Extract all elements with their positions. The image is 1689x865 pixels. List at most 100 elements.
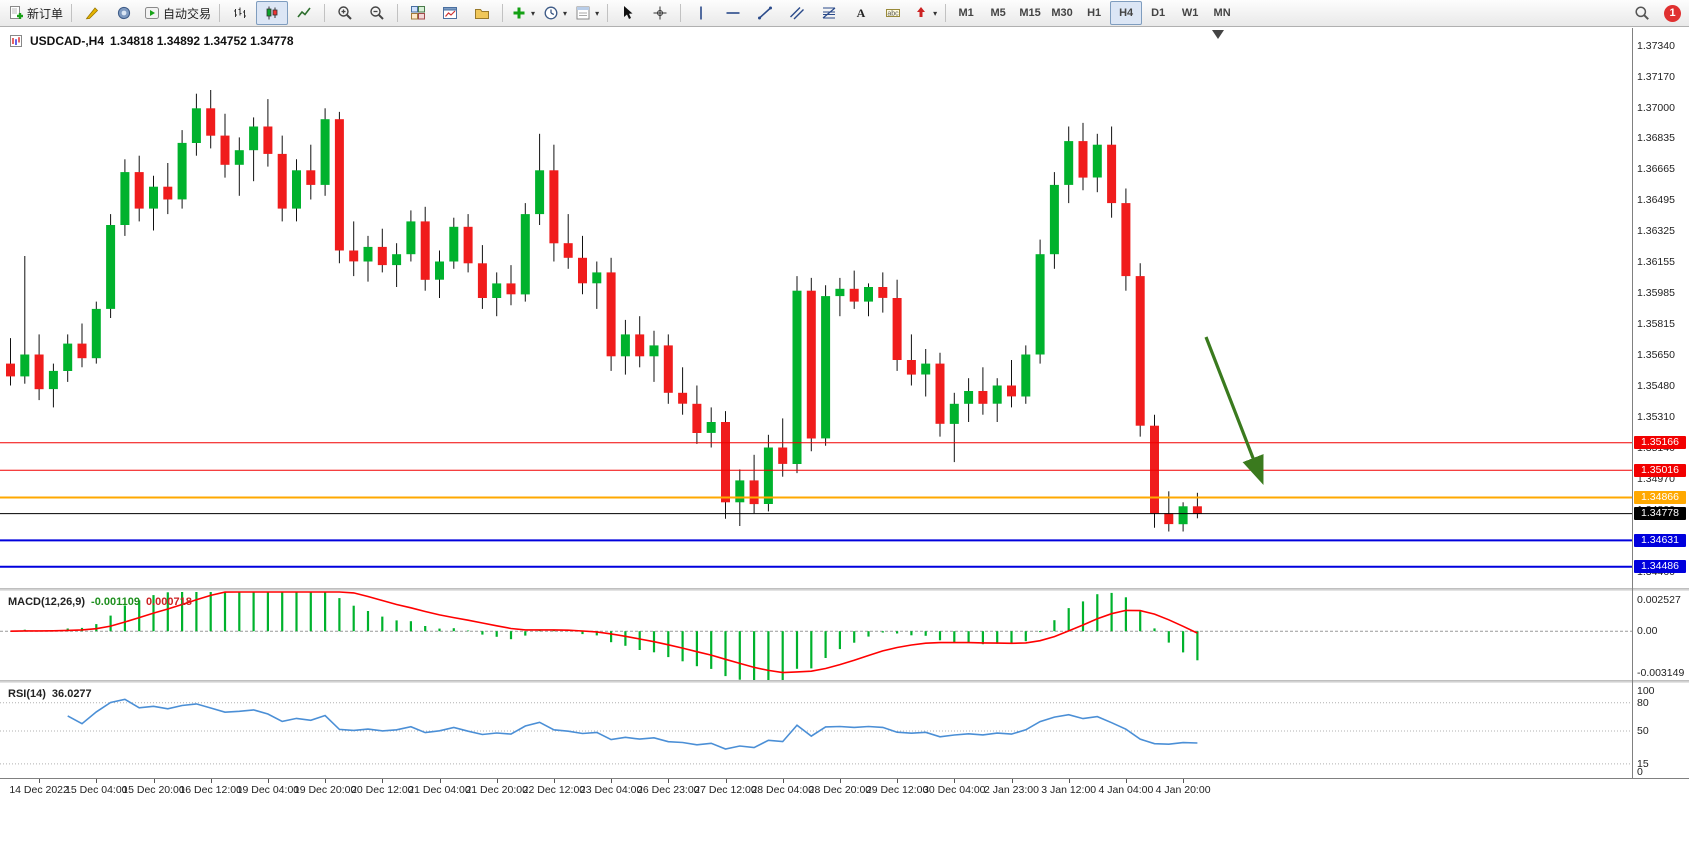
rsi-label: RSI(14) 36.0277 (8, 688, 92, 700)
chart-candles-icon (264, 5, 280, 21)
rsi-axis-label: 15 (1637, 757, 1649, 770)
chart-title: USDCAD-,H4 1.34818 1.34892 1.34752 1.347… (8, 33, 294, 49)
timeframe-W1-label: W1 (1181, 7, 1199, 19)
timeframe-H4-label: H4 (1119, 7, 1134, 19)
time-axis[interactable]: 14 Dec 2022 15 Dec 04:00 15 Dec 20:00 16 De… (0, 778, 1689, 802)
timeframe-M30-button[interactable]: M30 (1046, 1, 1078, 25)
price-badge-1.34486: 1.34486 (1634, 560, 1686, 574)
zoom-out-button[interactable] (361, 1, 393, 25)
timeframe-H1-button[interactable]: H1 (1078, 1, 1110, 25)
macd-name: MACD(12,26,9) (8, 596, 86, 608)
tile-windows-button[interactable] (402, 1, 434, 25)
new-order-label: 新订单 (27, 6, 64, 21)
chart-bars-button[interactable] (224, 1, 256, 25)
ohlc-values: 1.34818 1.34892 1.34752 1.34778 (110, 34, 294, 48)
crosshair-icon (652, 5, 668, 21)
time-axis-label: 4 Jan 04:00 (1098, 784, 1154, 796)
crosshair-button[interactable] (644, 1, 676, 25)
new-chart-button[interactable] (434, 1, 466, 25)
timeframe-H4-button[interactable]: H4 (1110, 1, 1143, 25)
new-order-button[interactable]: 新订单 (4, 1, 67, 25)
macd-axis-label: -0.003149 (1637, 667, 1685, 679)
timeframe-D1-label: D1 (1151, 7, 1166, 19)
search-icon (1634, 5, 1650, 21)
price-axis-label: 1.36325 (1637, 225, 1675, 238)
chart-bars-icon (232, 5, 248, 21)
periods-button[interactable]: ▾ (539, 1, 571, 25)
price-axis-label: 1.35815 (1637, 318, 1675, 331)
timeframe-W1-button[interactable]: W1 (1174, 1, 1206, 25)
chart-candles-button[interactable] (256, 1, 289, 25)
zoom-in-button[interactable] (329, 1, 361, 25)
templates-button[interactable]: ▾ (571, 1, 603, 25)
timeframe-MN-button[interactable]: MN (1206, 1, 1238, 25)
trend-arrow-annotation[interactable] (1204, 336, 1264, 485)
marketwatch-icon (116, 5, 132, 21)
dropdown-caret-icon: ▾ (595, 8, 600, 18)
new-chart-icon (442, 5, 458, 21)
vertical-line-button[interactable] (685, 1, 717, 25)
dropdown-caret-icon: ▾ (531, 8, 536, 18)
time-axis-label: 23 Dec 04:00 (579, 784, 643, 796)
price-badge-1.35016: 1.35016 (1634, 463, 1686, 477)
label-icon: abc (885, 5, 901, 21)
time-axis-label: 22 Dec 12:00 (522, 784, 586, 796)
profiles-button[interactable] (466, 1, 498, 25)
time-axis-label: 15 Dec 20:00 (122, 784, 185, 796)
time-axis-label: 19 Dec 20:00 (293, 784, 357, 796)
templates-icon (575, 5, 591, 21)
timeframe-M1-button[interactable]: M1 (950, 1, 982, 25)
time-axis-label: 2 Jan 23:00 (984, 784, 1039, 796)
notification-badge[interactable]: 1 (1664, 4, 1681, 22)
text-button[interactable]: A (845, 1, 877, 25)
panel-separator-macd[interactable] (0, 588, 1689, 591)
cursor-button[interactable] (612, 1, 644, 25)
indicators-button[interactable]: ▾ (507, 1, 539, 25)
time-axis-label: 30 Dec 04:00 (923, 784, 986, 796)
macd-label: MACD(12,26,9) -0.001109 0.000718 (8, 596, 192, 608)
trendline-button[interactable] (749, 1, 781, 25)
timeframe-D1-button[interactable]: D1 (1142, 1, 1174, 25)
chart-shift-marker[interactable] (1212, 30, 1224, 39)
timeframe-H1-label: H1 (1087, 7, 1102, 19)
periods-icon (543, 5, 559, 21)
time-axis-label: 14 Dec 2022 (9, 784, 69, 796)
tile-windows-icon (410, 5, 426, 21)
svg-text:A: A (857, 6, 866, 20)
arrows-button[interactable]: ▾ (909, 1, 941, 25)
rsi-name: RSI(14) (8, 688, 46, 700)
vline-icon (693, 5, 709, 21)
price-axis[interactable]: 1.37340 1.37170 1.37000 1.36835 1.36665 1.364… (1632, 28, 1689, 778)
time-axis-tick (668, 779, 670, 783)
time-axis-tick (439, 779, 441, 783)
rsi-line (67, 698, 1198, 750)
text-label-button[interactable]: abc (877, 1, 909, 25)
fibonacci-button[interactable] (813, 1, 845, 25)
panel-separator-rsi[interactable] (0, 680, 1689, 683)
metaeditor-icon (84, 5, 100, 21)
toolbar-separator (324, 4, 326, 22)
horizontal-line-button[interactable] (717, 1, 749, 25)
timeframe-M15-label: M15 (1019, 7, 1041, 19)
time-axis-tick (553, 779, 555, 783)
metaeditor-button[interactable] (76, 1, 108, 25)
macd-axis-label: 0.00 (1637, 625, 1658, 638)
rsi-axis-label: 0 (1637, 766, 1643, 778)
toolbar-right: 1 (1626, 1, 1685, 25)
marketwatch-button[interactable] (108, 1, 140, 25)
timeframe-M15-button[interactable]: M15 (1014, 1, 1046, 25)
chart-line-button[interactable] (288, 1, 320, 25)
toolbar-separator (945, 4, 947, 22)
search-button[interactable] (1626, 1, 1658, 25)
time-axis-label: 21 Dec 20:00 (465, 784, 528, 796)
trendline-icon (757, 5, 773, 21)
autotrading-button[interactable]: 自动交易 (140, 1, 215, 25)
time-axis-tick (1183, 779, 1185, 783)
new-order-icon (8, 5, 24, 21)
timeframe-M1-label: M1 (958, 7, 974, 19)
time-axis-label: 4 Jan 20:00 (1155, 784, 1211, 796)
timeframe-M5-button[interactable]: M5 (982, 1, 1014, 25)
channel-button[interactable] (781, 1, 813, 25)
